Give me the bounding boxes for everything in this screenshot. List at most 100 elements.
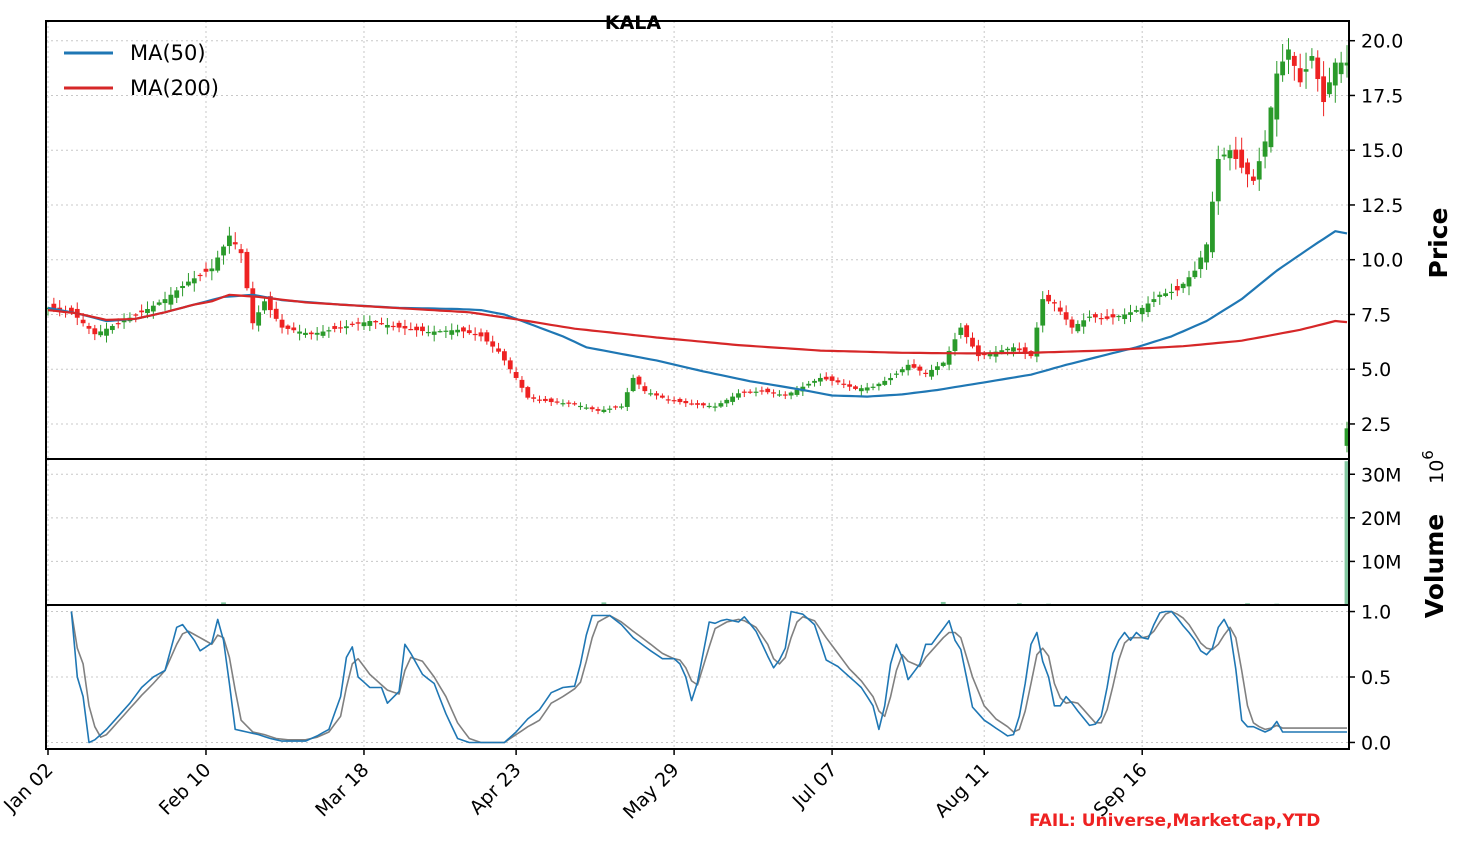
candle-body xyxy=(396,322,402,328)
candle-body xyxy=(782,394,788,396)
oscillator-tick-label: 0.0 xyxy=(1361,732,1391,754)
candle-body xyxy=(1163,293,1169,296)
candle-body xyxy=(1262,141,1268,157)
candle-body xyxy=(490,341,496,347)
candle-body xyxy=(940,362,946,366)
candle-body xyxy=(589,407,595,410)
candle-body xyxy=(1110,314,1116,318)
candle-body xyxy=(303,332,308,335)
candle-body xyxy=(320,331,326,336)
candle-body xyxy=(794,389,800,395)
candle-body xyxy=(671,400,677,402)
candle-body xyxy=(531,397,537,399)
candle-body xyxy=(683,400,689,404)
candle-body xyxy=(624,392,630,407)
candle-body xyxy=(174,290,180,298)
price-tick-label: 7.5 xyxy=(1361,304,1391,326)
candle-body xyxy=(349,323,355,325)
candle-body xyxy=(507,360,513,370)
moving-average-lines xyxy=(47,230,1348,398)
candle-body xyxy=(1286,49,1291,60)
candle-body xyxy=(806,383,812,386)
candle-body xyxy=(1186,277,1192,287)
candle-body xyxy=(420,326,425,332)
candle-body xyxy=(917,366,923,371)
candle-body xyxy=(829,376,835,381)
price-tick-label: 20.0 xyxy=(1361,31,1403,53)
candle-body xyxy=(1338,62,1344,75)
candle-body xyxy=(267,296,273,311)
candle-body xyxy=(706,405,712,408)
candle-body xyxy=(1215,158,1221,202)
candle-body xyxy=(1250,176,1256,181)
candle-body xyxy=(583,407,589,409)
candle-body xyxy=(361,322,367,327)
oscillator-tick-label: 1.0 xyxy=(1361,602,1391,624)
candle-body xyxy=(952,339,958,352)
candle-body xyxy=(1157,294,1163,297)
candle-body xyxy=(788,392,794,396)
candle-body xyxy=(1210,201,1215,253)
candle-body xyxy=(578,405,583,408)
candle-body xyxy=(291,327,297,331)
candle-body xyxy=(367,321,373,326)
candle-body xyxy=(870,386,876,388)
candle-body xyxy=(244,251,250,289)
candle-body xyxy=(1274,73,1280,120)
candle-body xyxy=(437,331,443,333)
price-y-axis: 2.5 5.0 7.5 10.0 12.5 15.0 17.5 20.0 xyxy=(1349,31,1403,436)
candle-body xyxy=(1040,299,1046,326)
candle-body xyxy=(601,409,607,412)
candle-body xyxy=(449,330,455,335)
candle-body xyxy=(297,331,303,334)
candle-body xyxy=(1057,307,1063,312)
oscillator-y-axis: 0.0 0.5 1.0 xyxy=(1349,602,1391,754)
candle-body xyxy=(262,301,267,311)
candle-body xyxy=(981,353,987,356)
candle-body xyxy=(1139,307,1145,315)
candle-body xyxy=(221,246,226,256)
candle-body xyxy=(817,377,823,382)
candle-body xyxy=(999,350,1005,353)
candle-body xyxy=(759,390,765,392)
candle-body xyxy=(1332,62,1338,86)
candle-body xyxy=(98,331,104,336)
legend-label-ma50: MA(50) xyxy=(130,41,206,65)
candle-body xyxy=(1016,348,1022,351)
candle-body xyxy=(712,406,718,408)
candle-body xyxy=(1198,257,1204,270)
candle-body xyxy=(1321,76,1326,103)
fail-annotation: FAIL: Universe,MarketCap,YTD xyxy=(1029,811,1320,831)
oscillator-fast-line xyxy=(70,610,1347,744)
candle-body xyxy=(1151,299,1157,303)
candle-body xyxy=(1069,319,1075,328)
candle-body xyxy=(987,353,993,357)
candle-body xyxy=(923,372,929,375)
candle-body xyxy=(384,324,390,328)
candle-body xyxy=(894,373,899,375)
volume-bar xyxy=(221,602,226,605)
candle-body xyxy=(279,319,285,328)
candle-body xyxy=(525,387,531,398)
candle-body xyxy=(86,325,92,329)
candle-body xyxy=(753,391,759,393)
candle-body xyxy=(595,409,601,411)
candle-body xyxy=(1297,68,1303,83)
candle-body xyxy=(431,331,437,335)
candle-body xyxy=(478,332,484,337)
candle-body xyxy=(209,268,215,272)
candle-body xyxy=(677,398,683,403)
candle-body xyxy=(1280,61,1286,76)
candle-body xyxy=(145,308,150,314)
candle-body xyxy=(1104,316,1110,319)
candle-body xyxy=(1011,347,1016,352)
candle-body xyxy=(109,325,115,331)
candle-body xyxy=(665,399,671,401)
candle-body xyxy=(1204,244,1209,263)
candle-body xyxy=(1303,69,1309,72)
candle-body xyxy=(238,249,244,254)
candle-body xyxy=(92,328,98,335)
price-tick-label: 10.0 xyxy=(1361,250,1403,272)
candle-body xyxy=(69,307,74,313)
